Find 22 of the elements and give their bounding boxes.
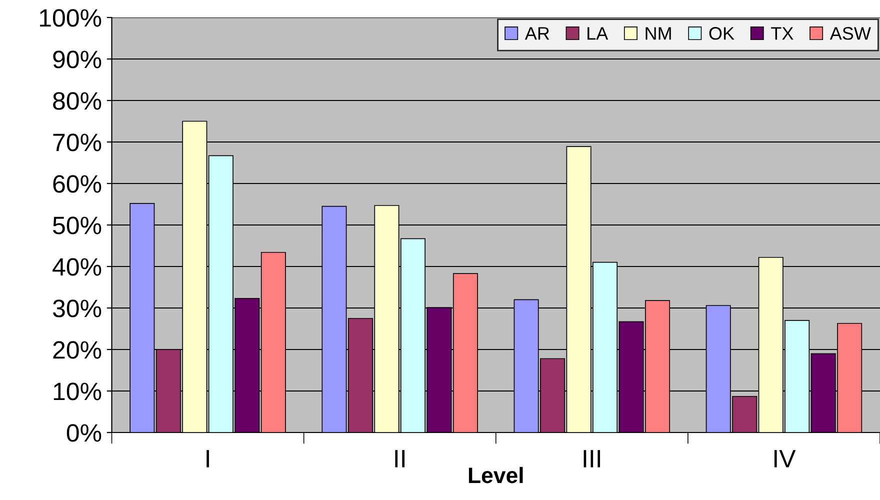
y-tick-label: 70% — [53, 134, 102, 152]
legend-label: ASW — [830, 27, 871, 40]
x-tick-label: IV — [774, 450, 796, 468]
y-tick-label: 80% — [53, 92, 102, 110]
y-tick-label: 10% — [54, 382, 102, 400]
y-tick-label: 90% — [53, 50, 102, 68]
y-tick-label: 30% — [52, 300, 102, 318]
legend-label: OK — [709, 27, 734, 40]
x-tick-label: I — [206, 450, 209, 468]
legend-label: NM — [646, 27, 671, 40]
y-tick-label: 50% — [53, 216, 102, 234]
y-tick-label: 0% — [66, 424, 102, 442]
y-tick-label: 20% — [53, 341, 102, 359]
x-tick-label: III — [584, 450, 600, 468]
x-axis-title: Level — [468, 466, 523, 484]
y-tick-label: 100% — [40, 9, 102, 27]
legend-label: LA — [588, 27, 608, 40]
y-tick-label: 40% — [52, 258, 102, 276]
legend-label: AR — [524, 27, 550, 40]
x-tick-label: II — [395, 450, 404, 468]
legend-label: TX — [771, 27, 794, 40]
y-tick-label: 60% — [53, 175, 102, 193]
